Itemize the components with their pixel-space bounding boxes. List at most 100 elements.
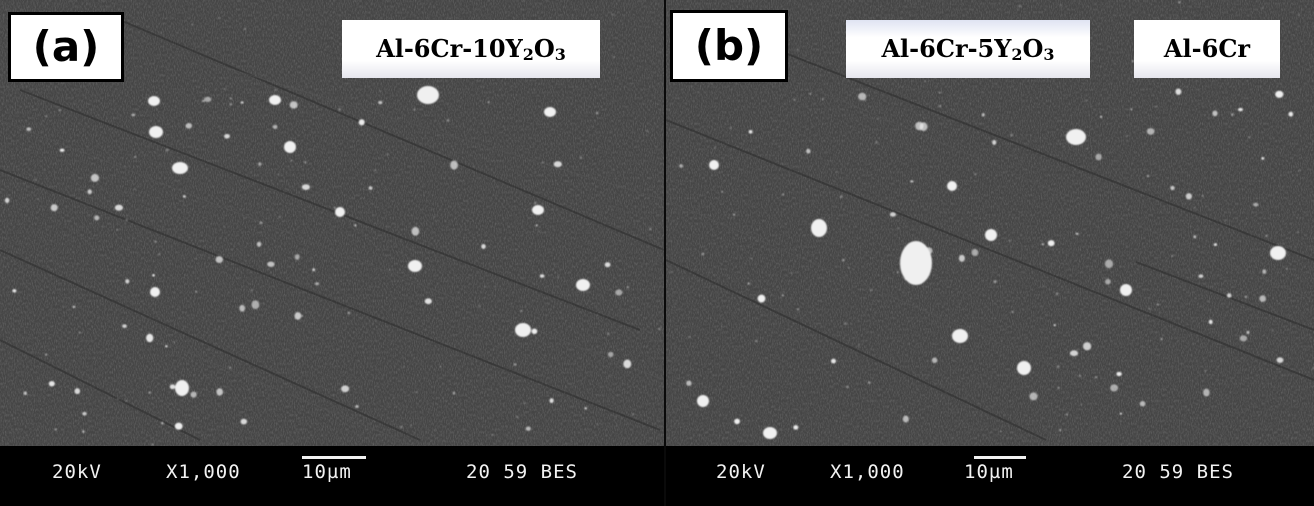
particle: [269, 95, 281, 105]
particle: [1198, 274, 1204, 279]
fine-particle: [1095, 376, 1098, 379]
particle: [1120, 284, 1132, 296]
fine-particle: [415, 391, 417, 393]
particle: [190, 391, 197, 398]
particle: [354, 224, 357, 227]
fine-particle: [1018, 4, 1021, 8]
fine-particle: [183, 204, 186, 206]
fine-particle: [846, 385, 849, 389]
fine-particle: [939, 91, 941, 94]
fine-particle: [1193, 206, 1196, 209]
fine-particle: [1057, 386, 1060, 389]
fine-particle: [1130, 108, 1133, 111]
particle: [1185, 193, 1192, 200]
fine-particle: [338, 108, 341, 111]
fine-particle: [729, 127, 732, 130]
fine-particle: [195, 258, 197, 260]
fine-particle: [897, 227, 900, 230]
fine-particle: [259, 221, 263, 225]
particle: [450, 160, 458, 170]
fine-particle: [520, 309, 523, 312]
fine-particle: [274, 88, 277, 92]
particle: [1066, 129, 1086, 145]
fine-particle: [1085, 99, 1088, 102]
fine-particle: [541, 161, 544, 164]
particle: [1069, 350, 1079, 357]
particle: [811, 219, 827, 237]
particle: [239, 304, 246, 312]
fine-particle: [858, 343, 860, 346]
fine-particle: [487, 101, 490, 104]
fine-particle: [244, 28, 247, 30]
fine-particle: [993, 280, 997, 283]
fine-particle: [117, 398, 119, 400]
fine-particle: [44, 353, 48, 356]
fine-particle: [1055, 292, 1059, 295]
fine-particle: [494, 286, 496, 288]
particle: [154, 240, 157, 243]
fine-particle: [160, 421, 164, 425]
particle: [1208, 319, 1213, 325]
particle: [697, 395, 709, 407]
particle: [134, 156, 137, 158]
fine-particle: [1298, 13, 1300, 16]
fine-particle: [1056, 365, 1060, 368]
particle: [931, 357, 938, 364]
fine-particle: [446, 119, 450, 122]
particle: [686, 380, 692, 386]
sem-databar-b: 20kV X1,000 10µm 20 59 BES: [666, 446, 1314, 506]
particle: [1175, 88, 1182, 95]
fine-particle: [45, 115, 48, 118]
particle: [1116, 371, 1122, 377]
particle: [1147, 175, 1149, 178]
particle: [424, 298, 432, 305]
fine-particle: [790, 272, 793, 274]
fine-particle: [1059, 4, 1062, 7]
particle: [182, 195, 186, 198]
particle: [122, 324, 127, 328]
fine-particle: [534, 201, 537, 205]
particles-a: [4, 13, 661, 446]
particle: [1259, 295, 1266, 302]
particle: [1270, 246, 1286, 260]
fine-particle: [195, 290, 198, 293]
fine-particle: [688, 335, 691, 338]
fine-particle: [1261, 7, 1264, 9]
particle: [411, 226, 420, 236]
fine-particle: [876, 118, 879, 120]
particle: [185, 123, 193, 129]
sem-panel-a: (a) Al-6Cr-10Y2O3 20kV X1,000 10µm 20 59…: [0, 0, 664, 506]
fine-particle: [579, 156, 582, 159]
particle: [294, 254, 300, 260]
particle: [553, 161, 562, 168]
fine-particle: [1160, 338, 1163, 341]
particle: [1238, 107, 1243, 112]
particle: [175, 380, 189, 396]
fine-particle: [797, 308, 800, 311]
fine-particle: [1043, 285, 1045, 287]
particle: [748, 130, 753, 134]
fine-particle: [793, 98, 796, 101]
particle: [889, 212, 896, 217]
fine-particle: [379, 90, 381, 93]
particle: [1288, 111, 1294, 117]
particle: [709, 160, 719, 170]
fine-particle: [229, 102, 233, 106]
particle: [734, 418, 740, 425]
fine-particle: [1080, 403, 1082, 406]
particle: [515, 323, 531, 337]
particle: [532, 205, 544, 215]
particle: [335, 207, 345, 217]
fine-particle: [1297, 231, 1299, 233]
fine-particle: [1000, 430, 1002, 433]
fine-particle: [1278, 185, 1281, 188]
sample-label-text: O: [1022, 34, 1044, 63]
particle: [623, 359, 632, 369]
particle: [294, 312, 302, 320]
panel-label-b: (b): [670, 10, 788, 82]
particle: [216, 388, 223, 396]
particle: [82, 411, 87, 416]
fine-particle: [848, 266, 850, 269]
fine-particle: [1171, 255, 1174, 257]
fine-particle: [821, 98, 824, 101]
